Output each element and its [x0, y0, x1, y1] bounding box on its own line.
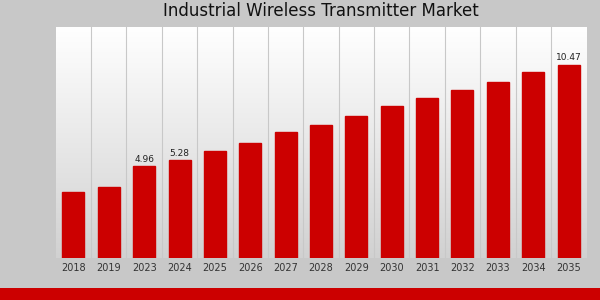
Bar	[381, 106, 403, 258]
Bar	[416, 98, 438, 258]
Text: 10.47: 10.47	[556, 53, 581, 62]
Bar	[522, 72, 544, 258]
Text: 5.28: 5.28	[170, 149, 190, 158]
Text: 4.96: 4.96	[134, 155, 154, 164]
Bar	[557, 64, 580, 258]
Bar	[169, 160, 191, 258]
Bar	[133, 166, 155, 258]
Bar	[62, 192, 85, 258]
Bar	[346, 116, 367, 258]
Bar	[204, 151, 226, 258]
Bar	[275, 132, 296, 258]
Bar	[310, 125, 332, 258]
Bar	[239, 143, 261, 258]
Title: Industrial Wireless Transmitter Market: Industrial Wireless Transmitter Market	[163, 2, 479, 20]
Bar	[451, 90, 473, 258]
Bar	[487, 82, 509, 258]
Bar	[98, 187, 120, 258]
